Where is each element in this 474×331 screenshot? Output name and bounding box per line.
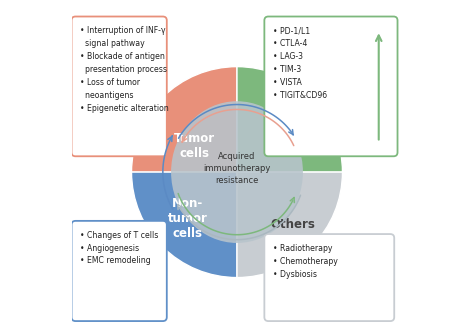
FancyBboxPatch shape <box>264 234 394 321</box>
Text: Non-
tumor
cells: Non- tumor cells <box>168 197 208 240</box>
Text: • Radiotherapy
• Chemotherapy
• Dysbiosis: • Radiotherapy • Chemotherapy • Dysbiosi… <box>273 244 338 279</box>
Wedge shape <box>131 67 237 172</box>
Wedge shape <box>237 172 343 278</box>
Text: • PD-1/L1
• CTLA-4
• LAG-3
• TIM-3
• VISTA
• TIGIT&CD96: • PD-1/L1 • CTLA-4 • LAG-3 • TIM-3 • VIS… <box>273 26 328 100</box>
Ellipse shape <box>171 101 303 243</box>
FancyBboxPatch shape <box>72 221 167 321</box>
FancyBboxPatch shape <box>264 17 398 156</box>
Text: • Changes of T cells
• Angiogenesis
• EMC remodeling: • Changes of T cells • Angiogenesis • EM… <box>81 231 159 265</box>
Text: Tumor
cells: Tumor cells <box>173 132 215 160</box>
Text: • Interruption of INF-γ
  signal pathway
• Blockade of antigen
  presentation pr: • Interruption of INF-γ signal pathway •… <box>81 26 169 113</box>
Text: ICs: ICs <box>286 116 307 129</box>
Text: Acquired
immunotherapy
resistance: Acquired immunotherapy resistance <box>203 153 271 185</box>
Wedge shape <box>131 172 237 278</box>
FancyBboxPatch shape <box>72 17 167 156</box>
Text: Others: Others <box>271 218 316 231</box>
Wedge shape <box>237 67 343 172</box>
